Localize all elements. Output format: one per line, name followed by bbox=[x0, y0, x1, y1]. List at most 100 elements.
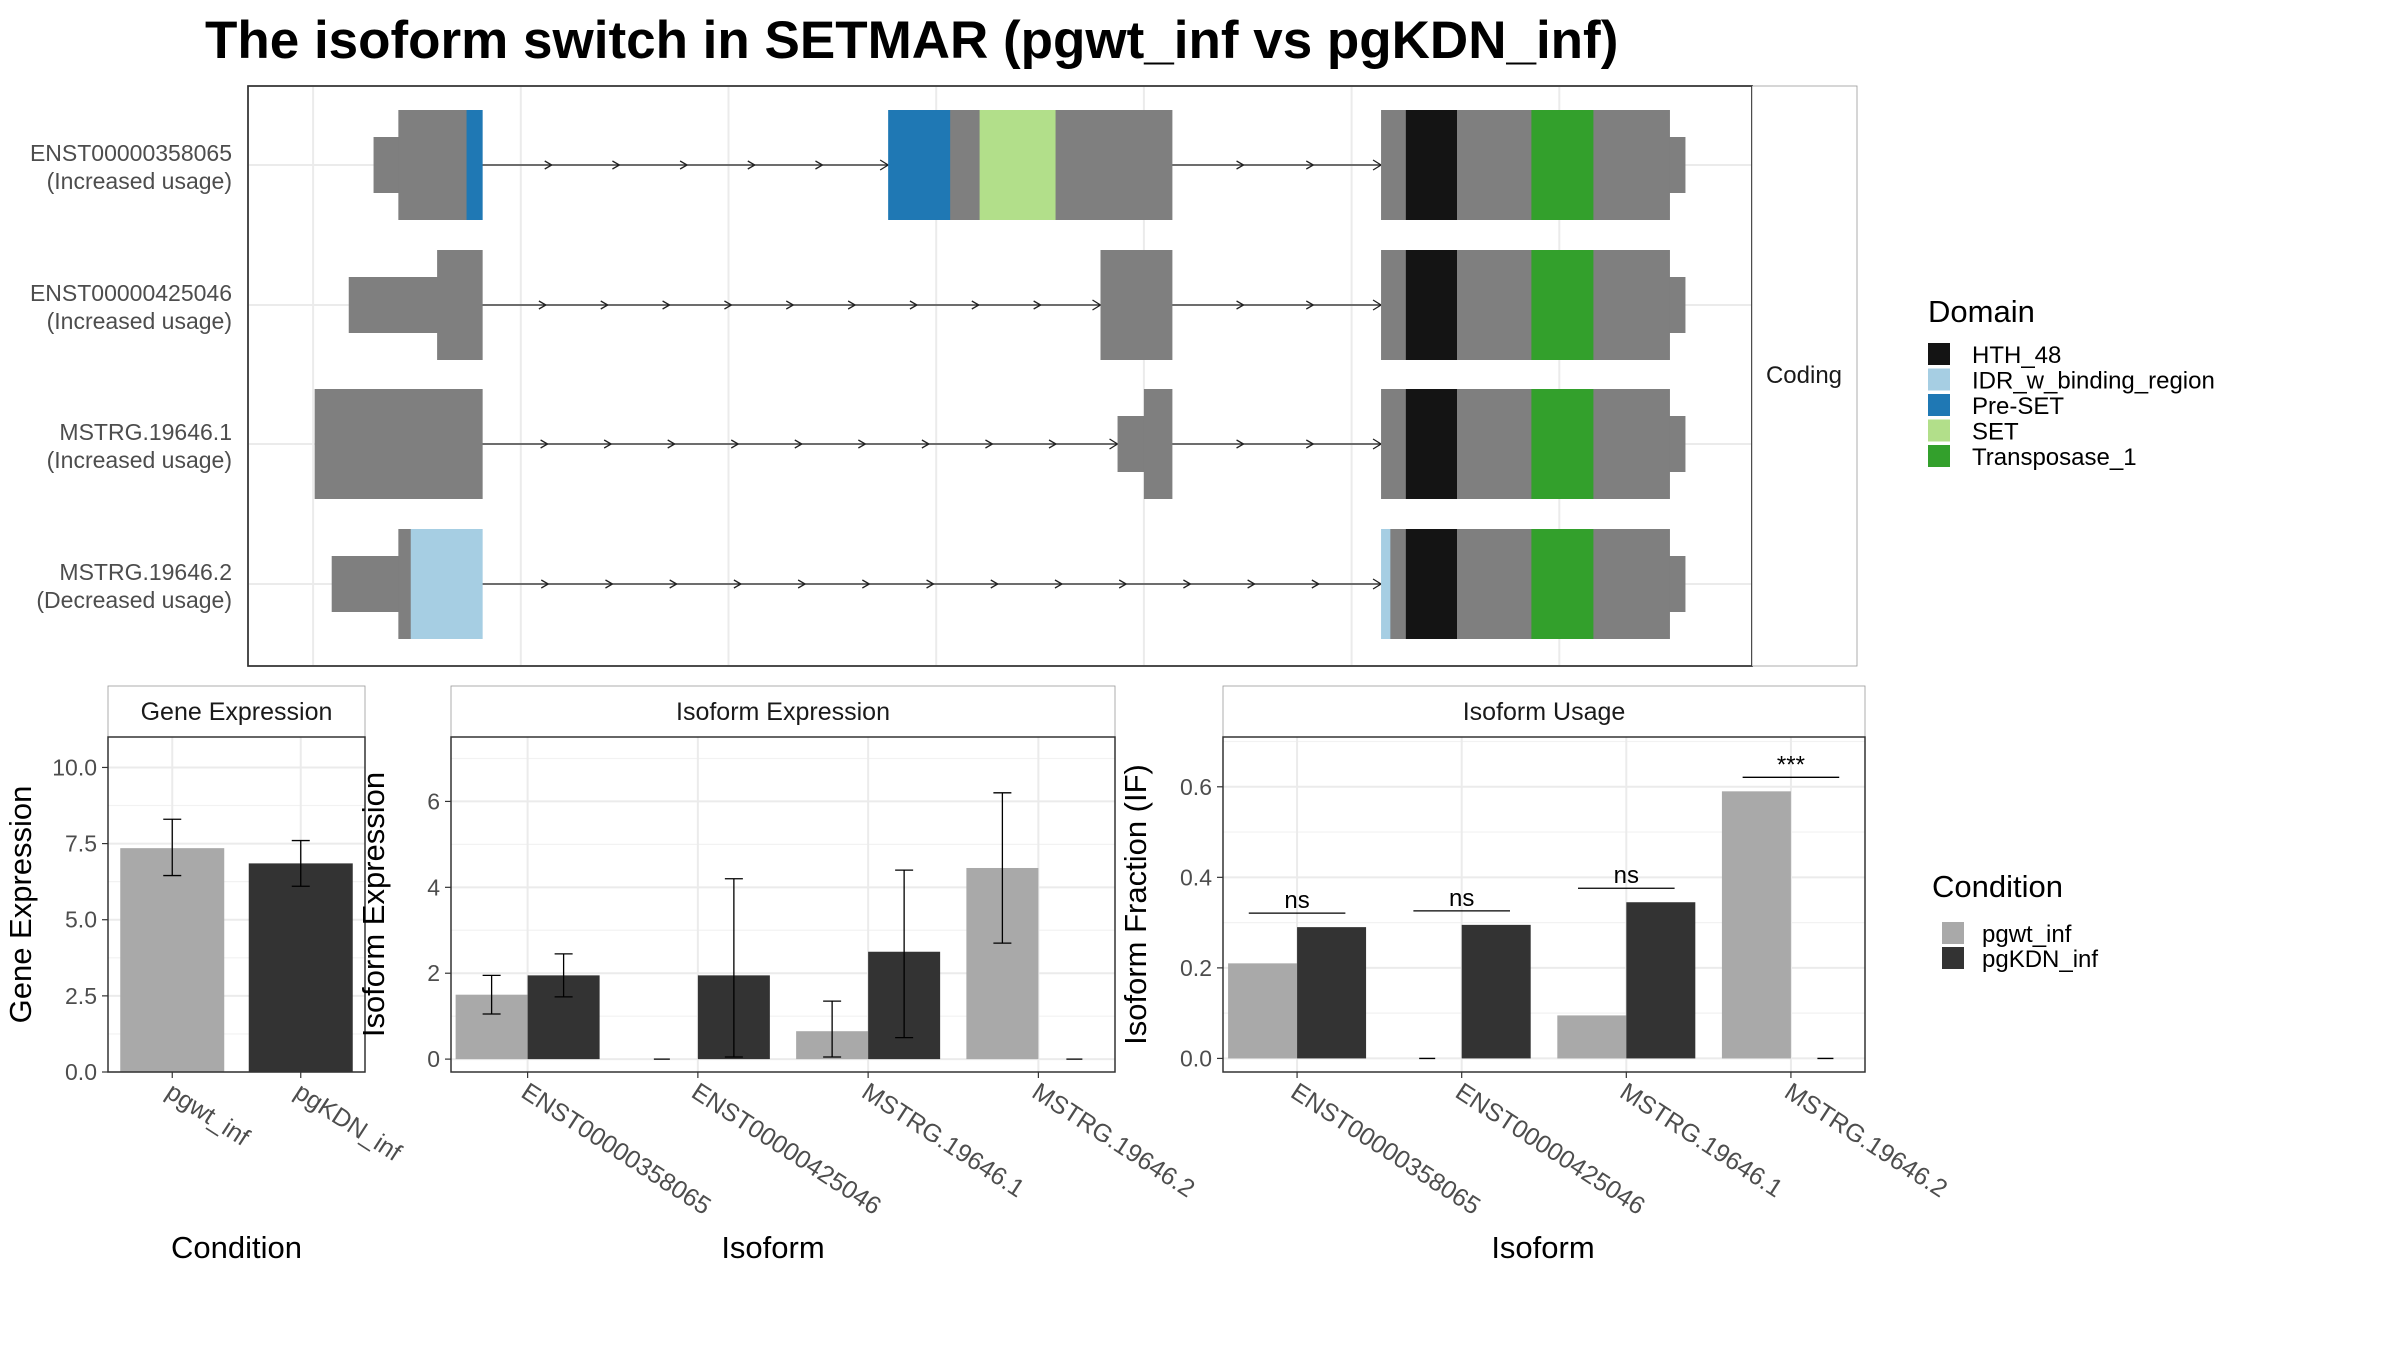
domain-legend-items: HTH_48IDR_w_binding_regionPre-SETSETTran… bbox=[1928, 342, 2215, 471]
condition-legend-title: Condition bbox=[1932, 869, 2063, 904]
exon-block bbox=[888, 110, 951, 220]
x-tick-label: MSTRG.19646.1 bbox=[857, 1078, 1030, 1204]
significance-label: ns bbox=[1284, 887, 1309, 914]
isoform-label-id: MSTRG.19646.1 bbox=[59, 419, 232, 445]
y-tick-label: 0.6 bbox=[1180, 774, 1212, 800]
panel-border bbox=[107, 736, 366, 1073]
intron-arrow bbox=[1033, 300, 1042, 310]
exon-block bbox=[348, 277, 438, 333]
intron-arrow bbox=[990, 579, 1000, 589]
domain-legend-title: Domain bbox=[1928, 294, 2035, 329]
legend-label-Pre-SET: Pre-SET bbox=[1972, 393, 2064, 420]
gene-expression-chart: Gene Expression 0.0 2.5 5.0 7.5 10.0 pgwt_inf p… bbox=[3, 685, 406, 1265]
legend-key-HTH_48 bbox=[1928, 343, 1950, 365]
exon-block bbox=[1457, 250, 1532, 360]
intron-arrow bbox=[603, 439, 613, 449]
exon-block bbox=[1593, 529, 1670, 639]
significance-label: ns bbox=[1614, 862, 1639, 889]
exon-block bbox=[1405, 389, 1458, 499]
significance-label: *** bbox=[1777, 751, 1805, 778]
exon-block bbox=[1100, 250, 1173, 360]
exon-block bbox=[1669, 277, 1686, 333]
isoform-label-usage: (Increased usage) bbox=[47, 447, 232, 473]
intron-arrow bbox=[1183, 579, 1192, 589]
exon-block bbox=[1593, 250, 1670, 360]
intron-arrow bbox=[1236, 300, 1245, 310]
exon-block bbox=[1531, 110, 1594, 220]
legend-key-Transposase_1 bbox=[1928, 445, 1950, 467]
exon-block bbox=[1390, 529, 1407, 639]
exon-block bbox=[1457, 110, 1532, 220]
intron-arrow bbox=[921, 439, 931, 449]
bar bbox=[1721, 791, 1791, 1059]
intron-arrow bbox=[540, 579, 550, 589]
legend-key-pgKDN_inf bbox=[1942, 947, 1964, 969]
strip-label-coding: Coding bbox=[1766, 362, 1842, 389]
intron-arrow bbox=[1247, 579, 1256, 589]
panel-border bbox=[1222, 736, 1866, 1073]
x-tick-label: MSTRG.19646.2 bbox=[1780, 1078, 1953, 1204]
exon-block bbox=[1669, 137, 1686, 193]
legend-label-SET: SET bbox=[1972, 419, 2019, 446]
intron-arrow bbox=[1236, 160, 1245, 170]
intron-arrow bbox=[1054, 579, 1064, 589]
intron-arrow bbox=[797, 579, 807, 589]
intron-arrow bbox=[669, 579, 679, 589]
intron-arrow bbox=[612, 160, 621, 170]
bar bbox=[248, 863, 353, 1072]
y-tick-label: 6 bbox=[427, 788, 440, 814]
legend-label-pgKDN_inf: pgKDN_inf bbox=[1982, 946, 2098, 973]
legend-key-pgwt_inf bbox=[1942, 922, 1964, 944]
x-axis-title: Isoform bbox=[1491, 1230, 1594, 1265]
intron-arrow bbox=[785, 300, 795, 310]
isoform-label-usage: (Increased usage) bbox=[47, 308, 232, 334]
y-axis-title: Isoform Fraction (IF) bbox=[1118, 764, 1153, 1045]
bar bbox=[1461, 924, 1531, 1059]
exon-block bbox=[1669, 416, 1686, 472]
x-tick-label: ENST00000358065 bbox=[516, 1078, 715, 1221]
intron-arrow bbox=[926, 579, 935, 589]
exon-block bbox=[1593, 389, 1670, 499]
transcript-strip: Coding bbox=[1751, 85, 1858, 667]
exon-block bbox=[410, 529, 483, 639]
exon-block bbox=[1531, 389, 1594, 499]
isoform-label-usage: (Increased usage) bbox=[47, 168, 232, 194]
y-axis-title: Gene Expression bbox=[3, 786, 38, 1024]
exon-block bbox=[1381, 110, 1407, 220]
intron-arrow bbox=[1305, 439, 1315, 449]
bar bbox=[1626, 902, 1696, 1059]
x-axis-title: Condition bbox=[171, 1230, 302, 1265]
chart-title: Isoform Expression bbox=[676, 698, 890, 726]
strip-box bbox=[1222, 685, 1866, 738]
y-axis-title: Isoform Expression bbox=[356, 772, 391, 1037]
intron-arrow bbox=[858, 439, 867, 449]
exon-block bbox=[1405, 110, 1458, 220]
exon-block bbox=[950, 110, 981, 220]
exon-block bbox=[1457, 529, 1532, 639]
isoform-usage-chart: Isoform Usage0.00.20.40.6ENST00000358065… bbox=[1118, 685, 1953, 1265]
transcript-exons bbox=[314, 110, 1686, 639]
x-tick-label: pgKDN_inf bbox=[289, 1078, 406, 1167]
intron-arrow bbox=[733, 579, 743, 589]
intron-arrow bbox=[667, 439, 677, 449]
legend-label-IDR_w_binding_region: IDR_w_binding_region bbox=[1972, 368, 2215, 395]
intron-arrow bbox=[1118, 579, 1128, 589]
exon-block bbox=[398, 529, 412, 639]
legend-key-Pre-SET bbox=[1928, 394, 1950, 416]
intron-arrow bbox=[730, 439, 740, 449]
exon-block bbox=[1117, 416, 1145, 472]
x-tick-label: MSTRG.19646.2 bbox=[1027, 1078, 1200, 1204]
isoform-label-id: MSTRG.19646.2 bbox=[59, 559, 232, 585]
chart-title: Gene Expression bbox=[141, 698, 333, 726]
transcript-labels: ENST00000358065(Increased usage)ENST0000… bbox=[30, 140, 232, 613]
intron-arrow bbox=[600, 300, 610, 310]
exon-block bbox=[1381, 529, 1391, 639]
intron-arrow bbox=[1236, 439, 1245, 449]
bar bbox=[1228, 963, 1298, 1059]
intron-arrow bbox=[862, 579, 871, 589]
intron-arrow bbox=[794, 439, 804, 449]
significance-label: ns bbox=[1449, 885, 1474, 912]
isoform-label-id: ENST00000358065 bbox=[30, 140, 232, 166]
